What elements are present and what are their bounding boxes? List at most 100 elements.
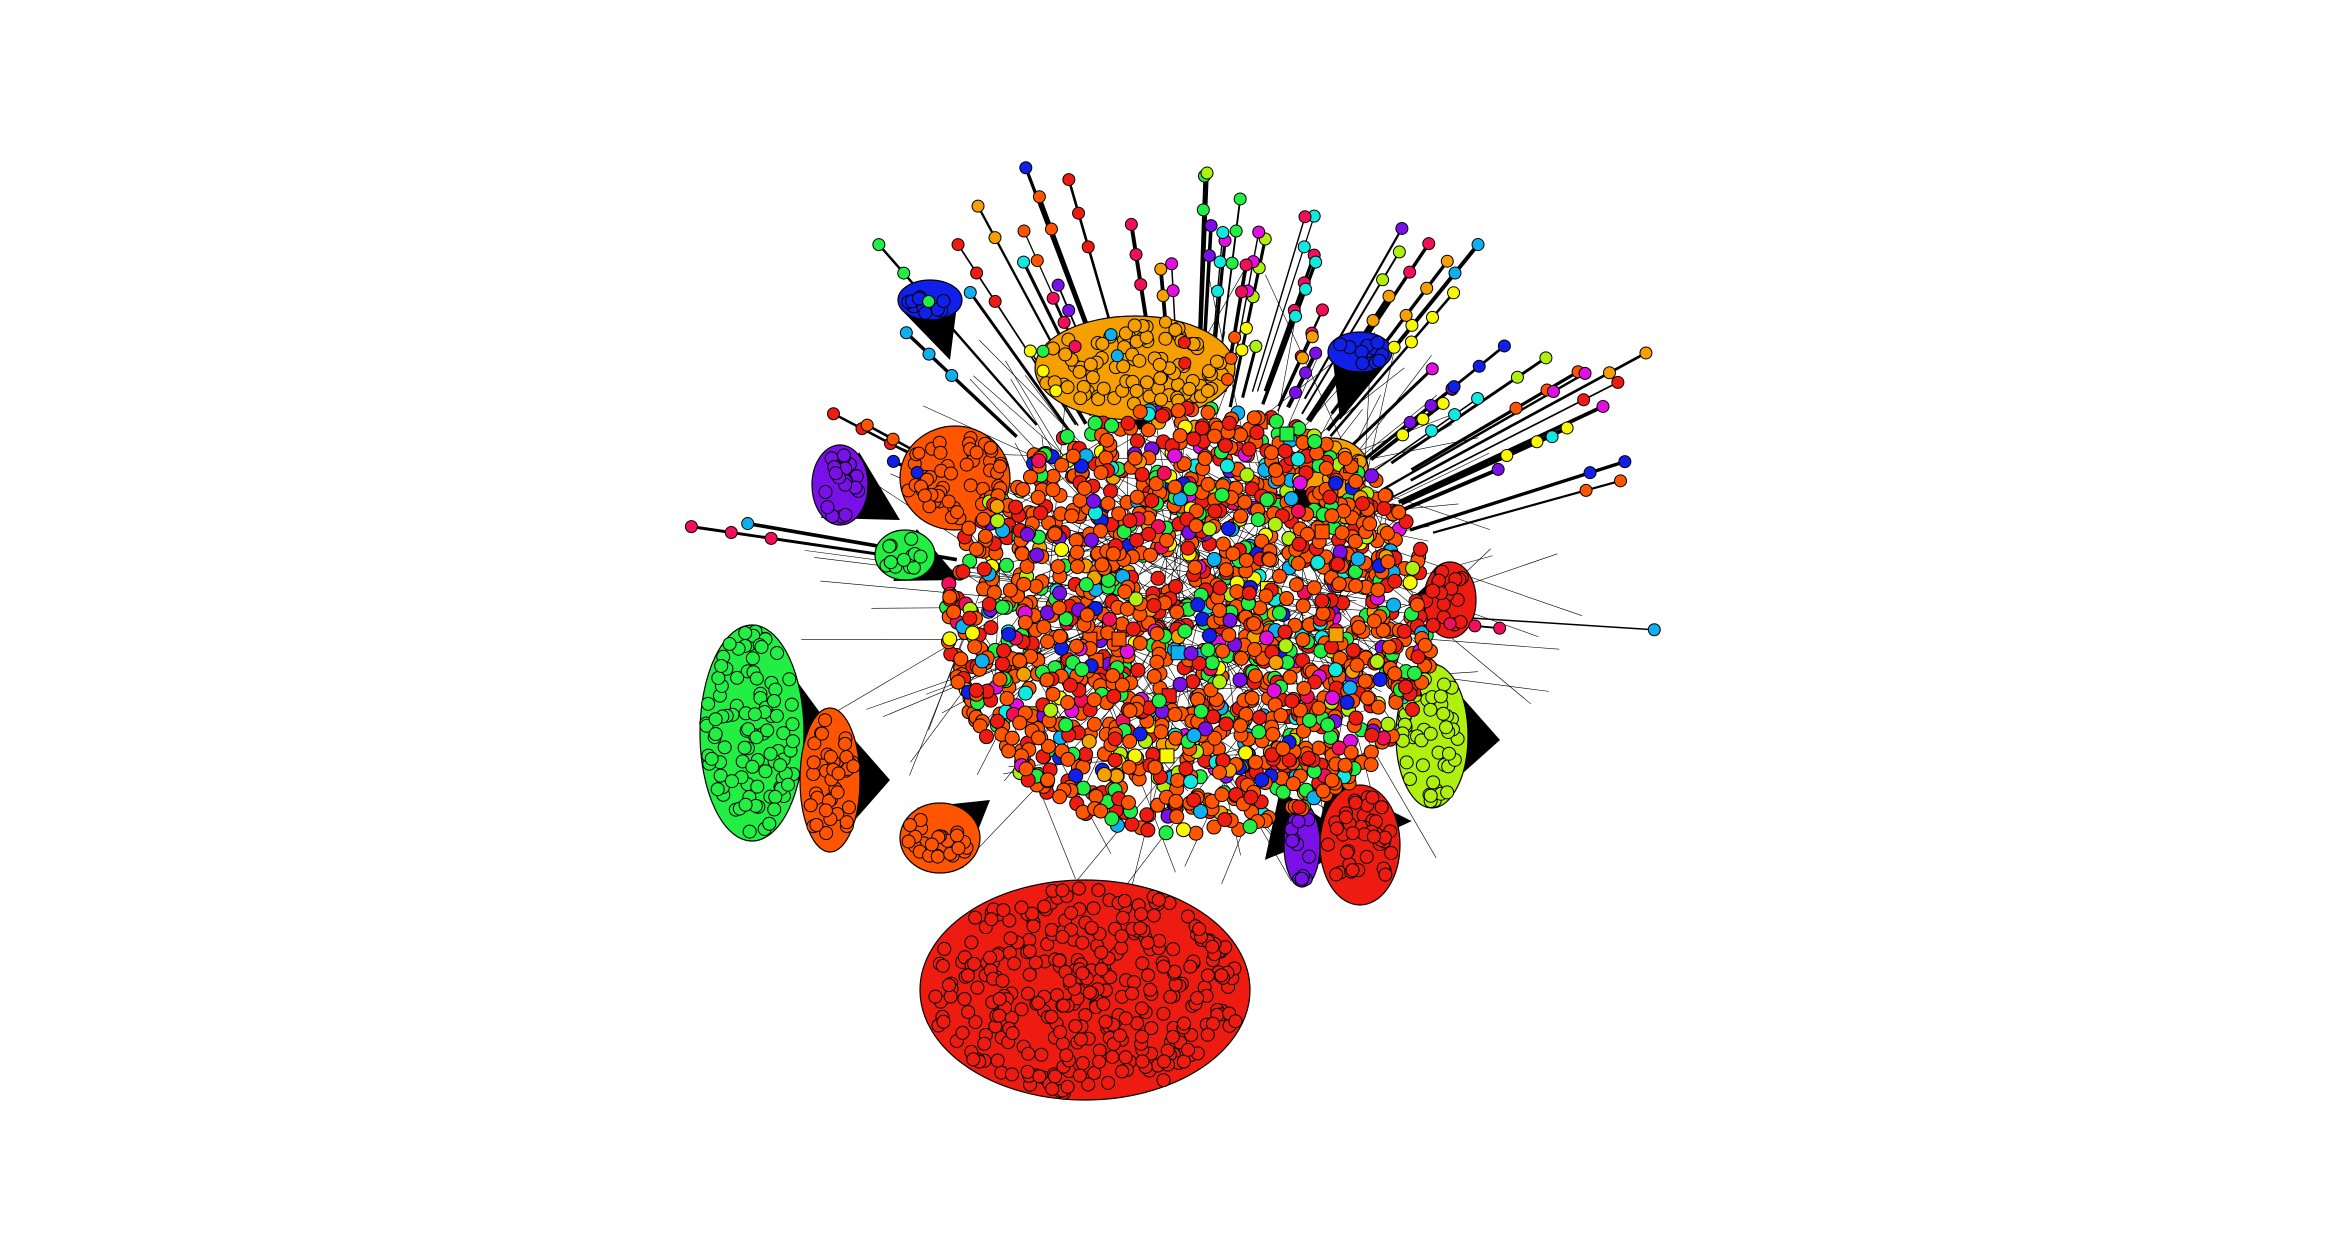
cluster-node: [1143, 982, 1158, 997]
core-node: [1102, 611, 1118, 627]
core-node: [1177, 623, 1193, 639]
cluster-node: [818, 803, 833, 818]
peripheral-node: [1252, 225, 1266, 239]
cluster-node: [1294, 871, 1309, 886]
core-node: [1107, 752, 1123, 768]
cluster-node: [1168, 322, 1183, 337]
cluster-node: [1022, 944, 1037, 959]
core-node: [1254, 533, 1270, 549]
peripheral-node: [1239, 321, 1253, 335]
cluster-node: [943, 989, 958, 1004]
cluster-node: [1139, 375, 1154, 390]
core-node: [1127, 450, 1143, 466]
core-node: [1212, 602, 1228, 618]
core-node: [1273, 708, 1289, 724]
core-node: [1186, 728, 1202, 744]
core-node: [1225, 546, 1241, 562]
core-node: [964, 625, 980, 641]
core-node: [1040, 772, 1056, 788]
core-node: [1111, 506, 1127, 522]
core-node: [1410, 649, 1426, 665]
cluster-node: [1365, 790, 1380, 805]
core-node: [1200, 642, 1216, 658]
cluster-node: [1091, 883, 1106, 898]
core-node: [1150, 570, 1166, 586]
cluster-node: [1135, 1054, 1150, 1069]
cluster-node: [977, 1036, 992, 1051]
core-node: [968, 682, 984, 698]
cluster-node: [1105, 1049, 1120, 1064]
core-node: [1156, 465, 1172, 481]
cluster-node: [1114, 940, 1129, 955]
core-node: [1119, 643, 1135, 659]
core-node: [1093, 803, 1109, 819]
core-node: [1376, 501, 1392, 517]
core-node: [1265, 726, 1281, 742]
cluster-node: [1355, 356, 1370, 371]
peripheral-node: [970, 266, 984, 280]
core-node: [1033, 505, 1049, 521]
peripheral-node: [1366, 314, 1380, 328]
cluster-node: [1151, 892, 1166, 907]
cluster-node: [784, 697, 799, 712]
right-lower-cluster: [1319, 784, 1401, 906]
core-node: [1290, 451, 1306, 467]
core-node: [1001, 743, 1017, 759]
peripheral-node: [1229, 224, 1243, 238]
core-node: [1302, 712, 1318, 728]
peripheral-node: [1154, 262, 1168, 276]
cluster-node: [1192, 922, 1207, 937]
core-node: [1043, 702, 1059, 718]
core-node: [1277, 443, 1293, 459]
core-node: [1221, 521, 1237, 537]
core-node: [1079, 607, 1095, 623]
cluster-node: [1166, 942, 1181, 957]
cluster-node: [1134, 1001, 1149, 1016]
cluster-node: [1372, 353, 1387, 368]
core-node: [1168, 793, 1184, 809]
cluster-node: [993, 459, 1008, 474]
core-node: [1409, 597, 1425, 613]
core-node: [961, 520, 977, 536]
core-node: [1318, 460, 1334, 476]
core-node: [1320, 717, 1336, 733]
peripheral-node: [1017, 224, 1031, 238]
core-node: [1105, 546, 1121, 562]
peripheral-node: [1618, 455, 1632, 469]
cluster-node: [1359, 849, 1374, 864]
cluster-node: [724, 774, 739, 789]
core-node: [967, 639, 983, 655]
peripheral-node: [1196, 203, 1210, 217]
core-node: [1054, 457, 1070, 473]
cluster-node: [770, 645, 785, 660]
peripheral-node: [1104, 328, 1118, 342]
peripheral-node: [886, 454, 900, 468]
core-node: [1129, 433, 1145, 449]
peripheral-node: [1239, 258, 1253, 272]
core-node: [1149, 626, 1165, 642]
peripheral-node: [1023, 344, 1037, 358]
core-node: [1271, 568, 1287, 584]
core-node: [1322, 489, 1338, 505]
cluster-node: [1338, 810, 1353, 825]
peripheral-node: [1424, 398, 1438, 412]
core-node: [1144, 493, 1160, 509]
core-node: [1324, 508, 1340, 524]
cluster-node: [996, 903, 1011, 918]
core-node: [1387, 573, 1403, 589]
core-node: [968, 541, 984, 557]
cluster-node: [1075, 1056, 1090, 1071]
cluster-node: [1228, 1014, 1243, 1029]
peripheral-node: [1436, 396, 1450, 410]
cluster-node: [1436, 706, 1451, 721]
cluster-node: [1096, 997, 1111, 1012]
peripheral-node: [1577, 393, 1591, 407]
core-node: [1031, 453, 1047, 469]
peripheral-node: [684, 520, 698, 534]
cluster-node: [1118, 326, 1133, 341]
cluster-node: [762, 816, 777, 831]
cluster-node: [1072, 364, 1087, 379]
cluster-node: [936, 294, 951, 309]
peripheral-node: [1046, 291, 1060, 305]
core-node: [1140, 822, 1156, 838]
